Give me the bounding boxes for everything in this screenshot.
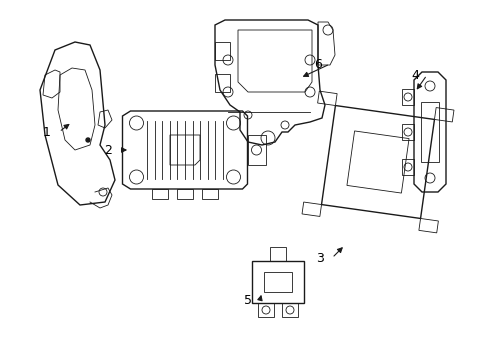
Bar — [202, 189, 218, 199]
Text: 3: 3 — [316, 252, 324, 265]
Text: 1: 1 — [43, 126, 51, 139]
Bar — [421, 102, 439, 162]
Bar — [152, 189, 168, 199]
Bar — [215, 74, 230, 92]
Bar — [247, 135, 266, 165]
Text: 4: 4 — [411, 68, 419, 81]
Text: 6: 6 — [314, 58, 322, 71]
Text: 2: 2 — [104, 144, 112, 157]
Bar — [258, 303, 274, 317]
Text: 5: 5 — [244, 293, 252, 306]
Bar — [264, 272, 292, 292]
Bar — [177, 189, 193, 199]
Bar — [215, 42, 230, 60]
Bar — [282, 303, 298, 317]
Bar — [270, 247, 286, 261]
Circle shape — [86, 138, 90, 142]
